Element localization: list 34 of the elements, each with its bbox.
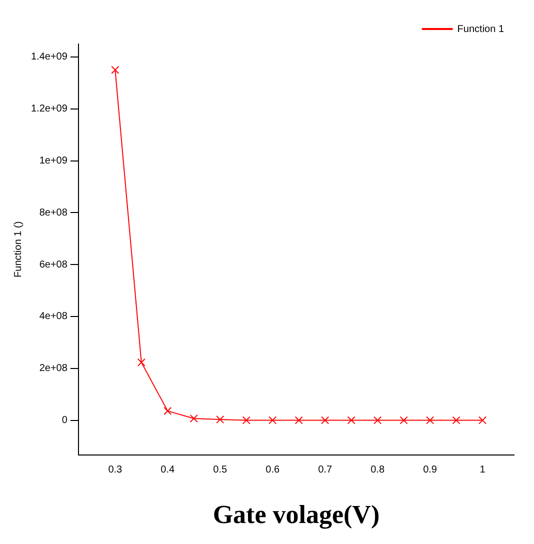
point (268, 416, 277, 424)
legend-label: Function 1 (457, 24, 504, 35)
y-tick-label: 2e+08 (39, 363, 68, 374)
point (400, 416, 408, 424)
y-tick-label: 1e+09 (39, 156, 68, 167)
point (374, 416, 382, 424)
x-tick-label: 0.6 (266, 464, 280, 476)
y-tick-label: 6e+08 (39, 259, 68, 270)
y-axis-title: Function 1 () (12, 221, 24, 278)
y-tick-label: 4e+08 (39, 311, 68, 322)
point (111, 66, 120, 74)
point (321, 416, 330, 424)
point (347, 416, 356, 424)
y-tick-label: 1.4e+09 (30, 52, 68, 63)
x-tick-label: 0.7 (318, 464, 332, 476)
x-tick-label: 0.4 (160, 464, 176, 476)
y-tick-label: 1.2e+09 (30, 104, 68, 115)
point (164, 406, 172, 415)
x-tick-label: 0.3 (108, 464, 123, 476)
x-axis-title: Gate volage(V) (212, 500, 380, 530)
y-tick-label: 0 (62, 415, 68, 426)
point (294, 416, 303, 424)
point (190, 414, 198, 423)
point (216, 415, 224, 424)
x-tick-label: 0.8 (370, 464, 385, 476)
x-tick-label: 0.9 (423, 464, 438, 476)
x-tick-label: 0.5 (213, 464, 228, 476)
x-tick-label: 1 (480, 464, 486, 476)
point (478, 416, 487, 424)
point (242, 416, 250, 424)
point (452, 416, 460, 424)
point (137, 358, 146, 366)
point (426, 416, 434, 424)
y-tick-label: 8e+08 (39, 207, 68, 218)
